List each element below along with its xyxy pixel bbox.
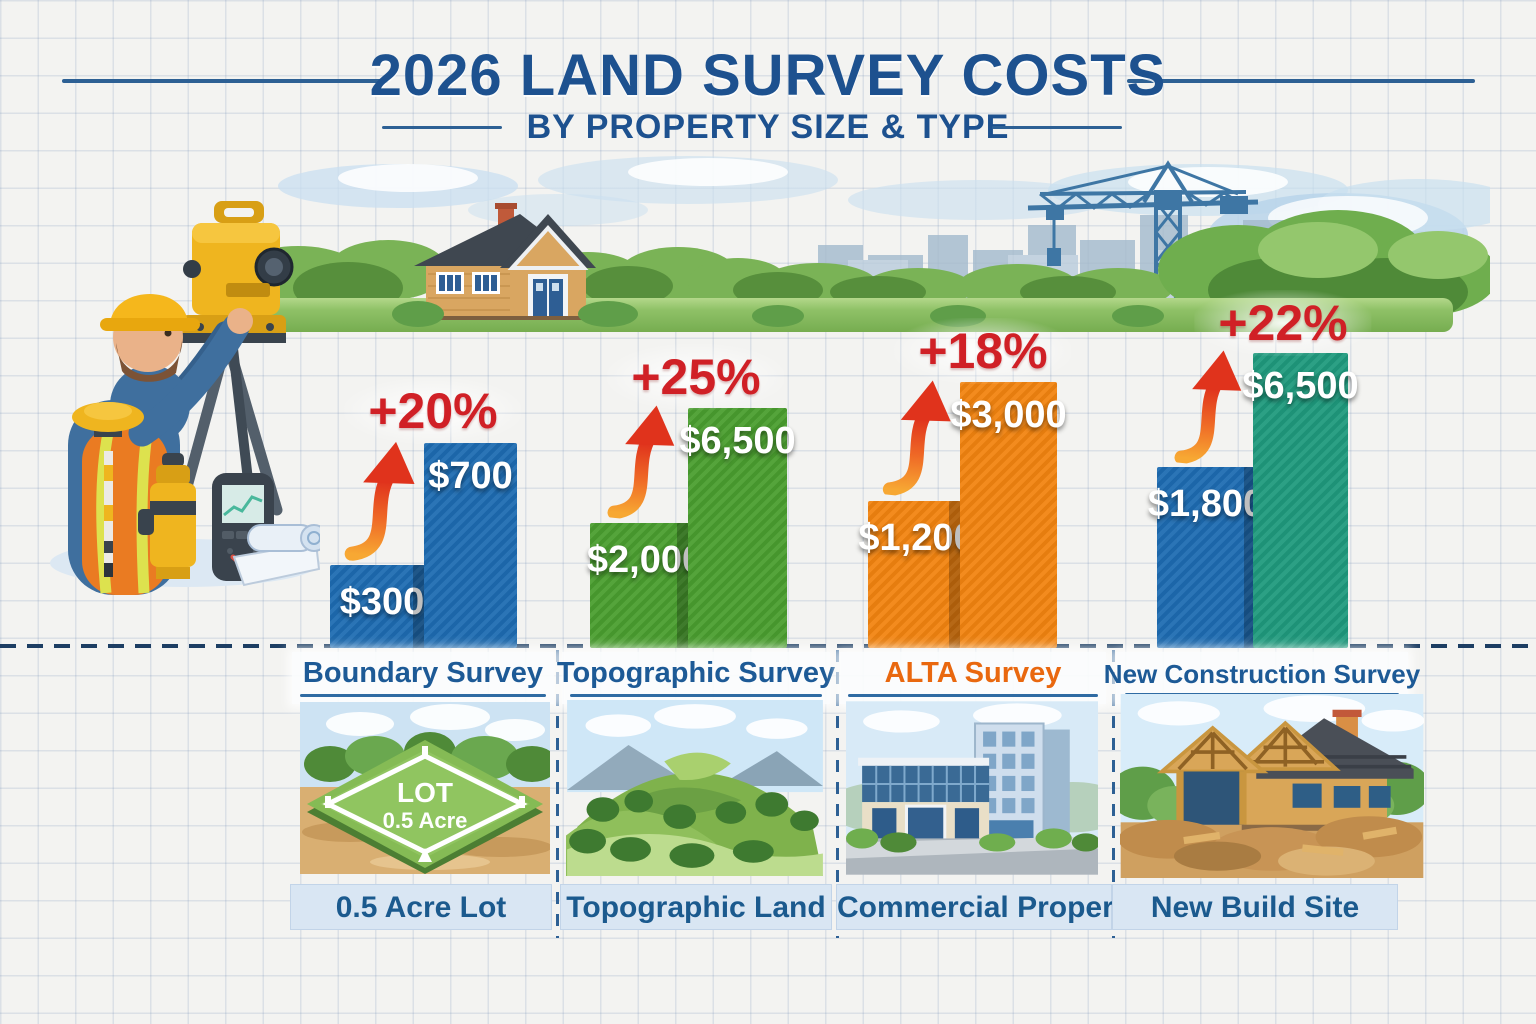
dirt-mounds-icon — [1120, 816, 1423, 876]
lot-badge-line1: LOT — [397, 777, 453, 808]
bar-newconstruction-current: $1,800 — [1148, 467, 1264, 648]
page-subtitle: BY PROPERTY SIZE & TYPE — [526, 108, 1010, 146]
subtitle-rule-right — [992, 126, 1122, 129]
group-underline — [299, 694, 547, 697]
subtitle-rule-left — [382, 126, 502, 129]
treeline-icon — [258, 210, 1490, 326]
group-underline — [847, 694, 1099, 697]
caption-commercial: Commercial Property — [836, 884, 1140, 930]
surveyor-person — [68, 293, 253, 595]
bar-shadow — [677, 523, 688, 648]
house-icon — [414, 203, 596, 320]
bar-boundary-current: $300 — [330, 565, 434, 648]
bar-alta-current: $1,200 — [858, 501, 975, 648]
bar-boundary-2026: $700 — [424, 443, 517, 648]
lot-badge-line2: 0.5 Acre — [383, 808, 468, 833]
group-label-alta: ALTA Survey — [840, 652, 1106, 704]
increase-arrow-icon — [882, 380, 951, 497]
group-title: Boundary Survey — [302, 657, 544, 689]
caption-topographic: Topographic Land — [560, 884, 832, 930]
trees-icon — [569, 790, 819, 868]
commercial-illustration — [846, 701, 1098, 875]
group-title: ALTA Survey — [884, 657, 1062, 689]
column-separator-3 — [1112, 650, 1115, 938]
percent-badge: +20% — [344, 378, 522, 444]
tower-crane-icon — [1027, 160, 1259, 326]
bar-value: $300 — [339, 581, 425, 623]
group-title: Topographic Survey — [556, 657, 836, 689]
office-building-icon — [858, 757, 990, 844]
bushes-icon — [846, 828, 1098, 853]
distant-hill — [718, 751, 823, 786]
house-window-icon — [436, 272, 500, 294]
bar-topographic-current: $2,000 — [586, 523, 704, 648]
increase-arrow-icon — [607, 405, 675, 520]
bar-shadow — [413, 565, 424, 648]
group-title: New Construction Survey — [1103, 658, 1421, 689]
header-rule-left — [62, 79, 388, 83]
bar-value: $6,500 — [1242, 365, 1359, 407]
blueprint-roll-icon — [232, 524, 320, 587]
bar-value: $6,500 — [679, 420, 796, 462]
surveyor-illustration — [50, 201, 320, 595]
office-tower-icon — [974, 722, 1070, 844]
bar-newconstruction-2026: $6,500 — [1242, 353, 1359, 648]
group-underline — [570, 694, 822, 697]
survey-instrument-icon — [138, 453, 196, 579]
bar-value: $700 — [428, 455, 513, 497]
group-label-topographic: Topographic Survey — [557, 652, 835, 704]
gps-rover-icon — [72, 402, 144, 577]
bar-alta-2026: $3,000 — [950, 382, 1067, 648]
bar-value: $3,000 — [950, 394, 1067, 436]
bar-topographic-2026: $6,500 — [679, 408, 796, 648]
hills-illustration — [566, 700, 823, 876]
bushes-icon — [392, 301, 1164, 327]
bar-shadow — [1244, 467, 1255, 648]
house-frame-icon — [1156, 709, 1414, 831]
hand — [227, 308, 253, 334]
increase-arrow-icon — [344, 441, 415, 561]
column-separator-1 — [556, 650, 559, 938]
newbuild-illustration — [1120, 694, 1424, 878]
scenery-illustration — [258, 156, 1490, 332]
group-label-boundary: Boundary Survey — [292, 652, 554, 704]
percent-badge: +25% — [607, 344, 785, 410]
percent-badge: +22% — [1194, 290, 1372, 356]
percent-badge: +18% — [894, 318, 1072, 384]
bar-value: $2,000 — [586, 539, 704, 581]
page-title: 2026 LAND SURVEY COSTS — [369, 43, 1167, 108]
bar-shadow — [949, 501, 960, 648]
increase-arrow-icon — [1174, 350, 1242, 465]
caption-newbuild: New Build Site — [1112, 884, 1398, 930]
bar-value: $1,200 — [858, 517, 975, 559]
header-rule-right — [1127, 79, 1475, 83]
beard — [116, 341, 183, 382]
lot-illustration: LOT 0.5 Acre — [300, 702, 550, 874]
bar-value: $1,800 — [1147, 483, 1265, 525]
column-separator-2 — [836, 650, 839, 938]
house-door-icon — [528, 274, 568, 316]
hard-hat-icon — [110, 293, 188, 325]
caption-lot: 0.5 Acre Lot — [290, 884, 552, 930]
